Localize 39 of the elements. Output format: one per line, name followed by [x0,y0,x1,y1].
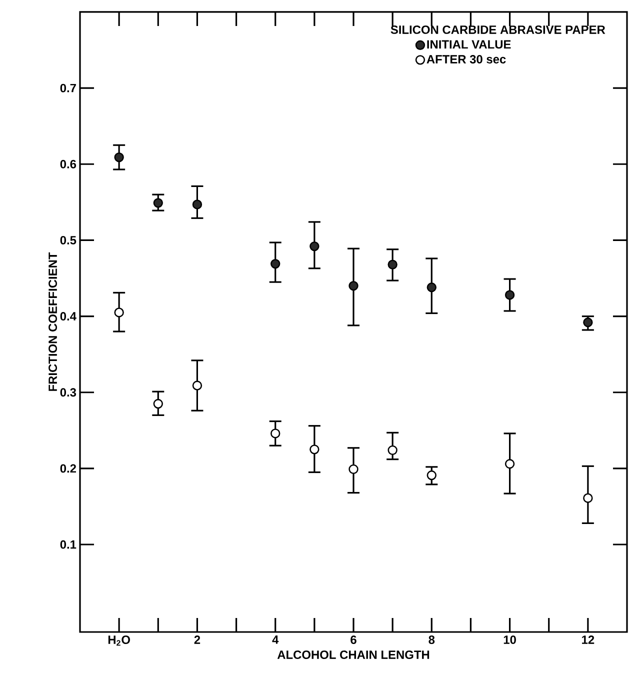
point [583,318,593,328]
point [388,445,398,456]
point [270,258,280,269]
x-tick-label: 4 [272,636,279,644]
x-tick-label: 10 [504,636,516,644]
y-tick-label: 0.7 [60,84,76,92]
x-tick-label: H$_{2}$O [108,636,130,646]
legend-label: AFTER 30 sec [426,55,506,64]
y-tick-label: 0.6 [60,160,76,168]
point [504,459,515,469]
y-axis-title: FRICTION COEFFICIENT [48,252,58,391]
y-tick-label: 0.3 [60,388,76,397]
point [270,428,280,438]
point [348,281,358,291]
point [348,464,358,474]
point [192,200,202,210]
point [153,398,163,409]
point [192,380,202,390]
x-axis-title: ALCOHOL CHAIN LENGTH [277,650,430,659]
x-tick-label: 2 [194,636,200,644]
y-tick-label: 0.4 [60,312,76,321]
y-tick-label: 0.1 [60,540,76,549]
point [504,290,515,300]
point [310,444,320,454]
point [310,241,320,252]
point [426,282,436,292]
legend-label: INITIAL VALUE [427,40,511,49]
y-tick-label: 0.2 [60,464,76,473]
point [114,308,124,318]
point [426,470,436,480]
point [114,152,124,162]
x-tick-label: 6 [350,636,356,644]
x-tick-label: 8 [428,636,435,644]
y-tick-label: 0.5 [60,236,76,244]
point [153,198,163,208]
point [583,493,593,503]
x-tick-label: 12 [582,636,594,644]
legend-title: SILICON CARBIDE ABRASIVE PAPER [390,25,606,34]
point [388,260,398,270]
